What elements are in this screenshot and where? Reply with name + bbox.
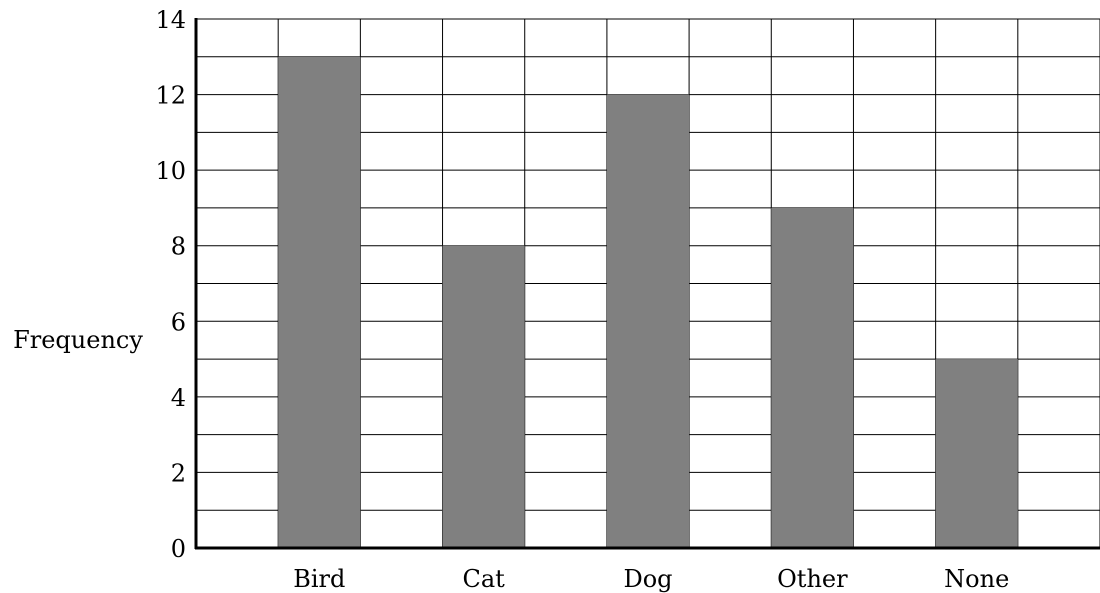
x-tick-label-none: None <box>944 565 1009 593</box>
y-tick-label: 12 <box>155 82 186 110</box>
axes <box>194 18 1100 550</box>
x-tick-label-bird: Bird <box>293 565 345 593</box>
x-tick-label-other: Other <box>777 565 848 593</box>
bar-none <box>935 359 1018 548</box>
bar-cat <box>442 245 525 548</box>
y-tick-label: 10 <box>155 157 186 185</box>
y-tick-label: 6 <box>171 308 186 336</box>
x-tick-label-cat: Cat <box>462 565 505 593</box>
y-tick-label: 14 <box>155 6 186 34</box>
bars <box>278 56 1018 549</box>
y-tick-label: 4 <box>171 384 186 412</box>
y-tick-label: 8 <box>171 233 186 261</box>
bar-bird <box>278 56 361 549</box>
y-tick-labels: 0 2 4 6 8 10 12 14 <box>155 6 186 563</box>
bar-dog <box>606 94 690 549</box>
y-tick-label: 0 <box>171 535 186 563</box>
y-axis-label: Frequency <box>13 326 143 354</box>
x-category-labels: Bird Cat Dog Other None <box>293 565 1009 593</box>
x-tick-label-dog: Dog <box>623 565 672 593</box>
bar-other <box>771 207 854 548</box>
y-tick-label: 2 <box>171 459 186 487</box>
